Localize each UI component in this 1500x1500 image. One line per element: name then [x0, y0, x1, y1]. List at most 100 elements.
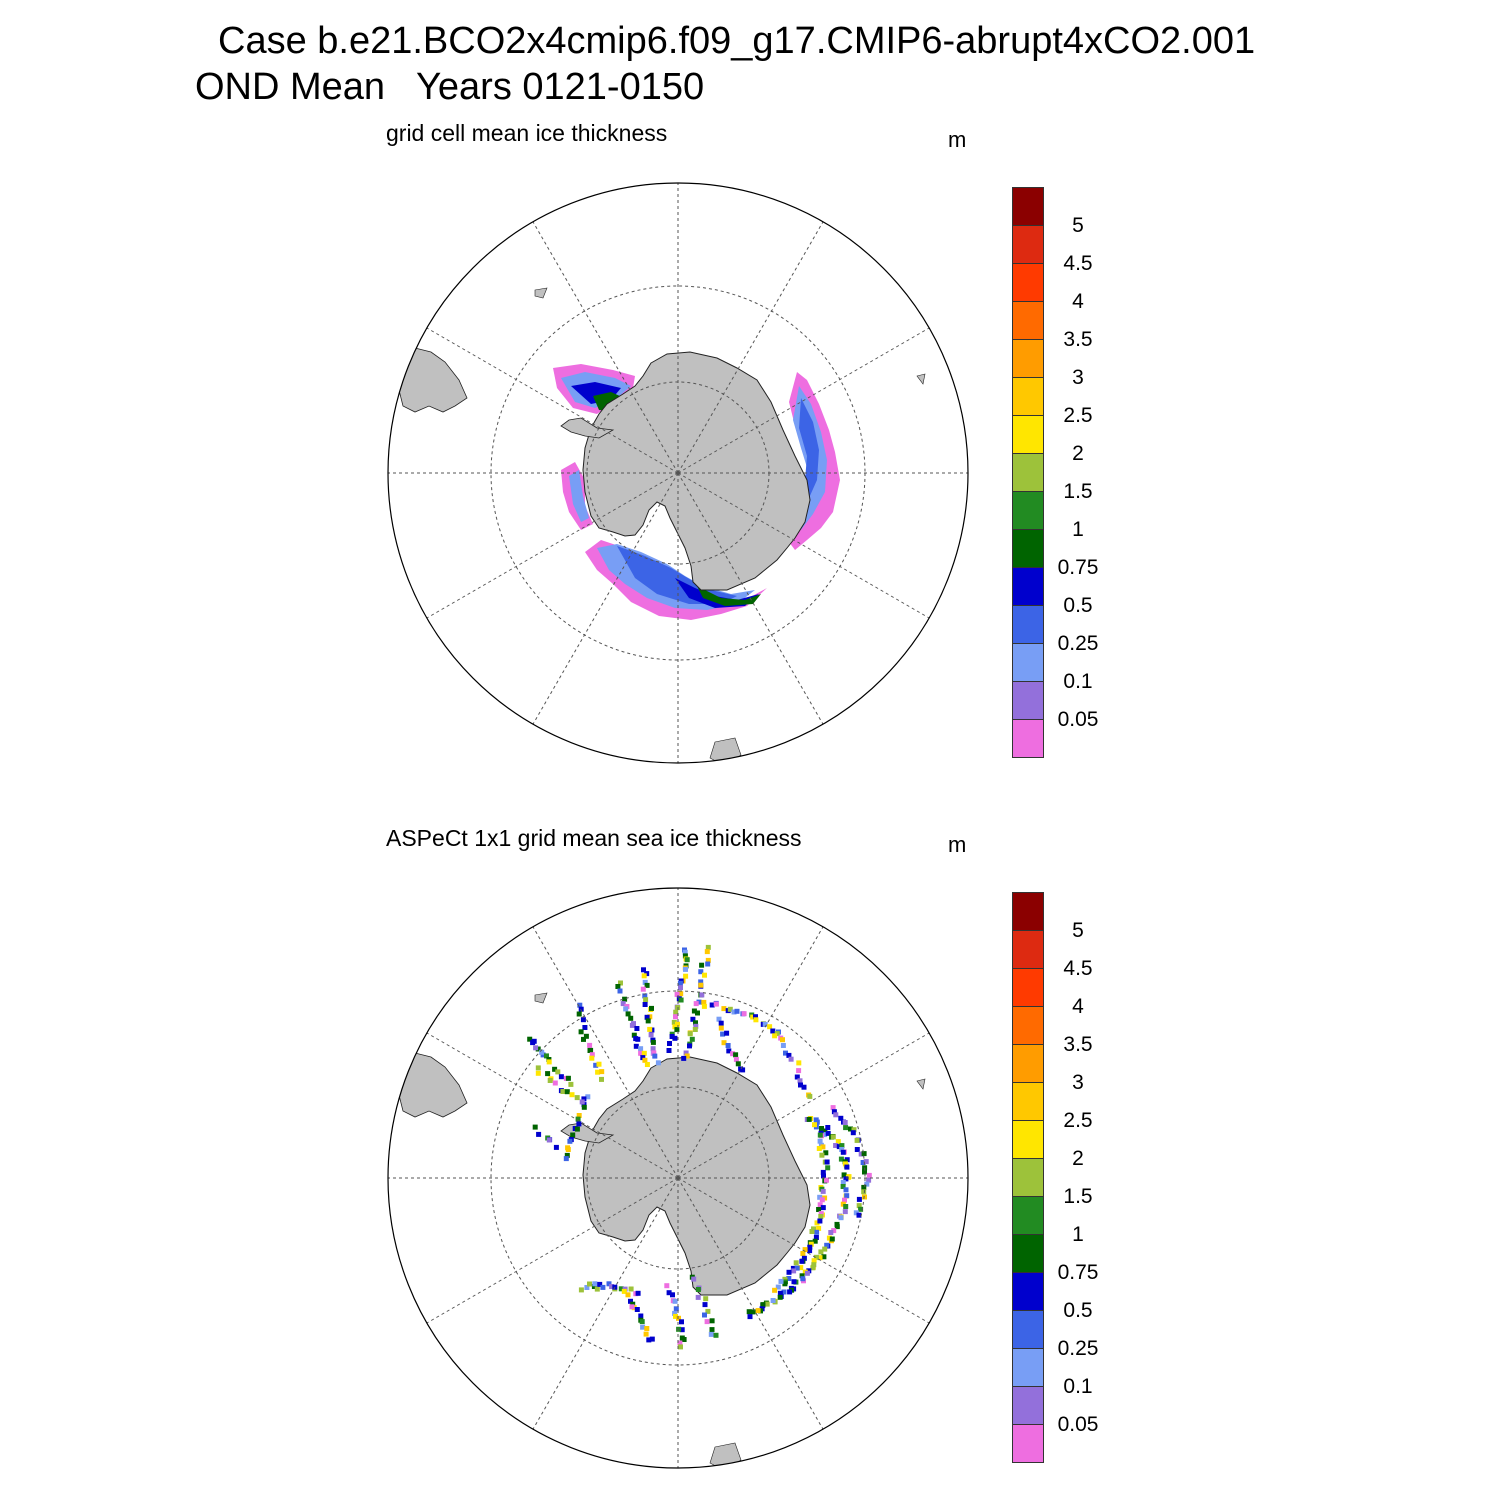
- observation-cell: [721, 1006, 727, 1012]
- observation-cell: [641, 1050, 647, 1056]
- observation-cell: [628, 1015, 634, 1021]
- observation-cell: [673, 1014, 678, 1020]
- observation-cell: [831, 1109, 837, 1115]
- observation-cell: [535, 1065, 541, 1071]
- observation-cell: [822, 1246, 828, 1252]
- meridian-line: [426, 1177, 679, 1324]
- observation-cell: [705, 961, 711, 967]
- colorbar-box: [1012, 1044, 1044, 1083]
- observation-cell: [709, 1327, 715, 1333]
- colorbar-label: 1: [1072, 1223, 1084, 1246]
- observation-cell: [544, 1053, 549, 1059]
- observation-cell: [633, 1043, 639, 1049]
- observation-cell: [821, 1254, 827, 1260]
- observation-cell: [698, 979, 704, 985]
- observation-cell: [672, 1310, 678, 1316]
- observation-cell: [638, 1313, 644, 1319]
- observation-cell: [841, 1172, 847, 1178]
- meridian-line: [426, 327, 679, 474]
- colorbar-label: 5: [1072, 919, 1084, 942]
- south-america-land: [398, 1052, 468, 1118]
- observation-cell: [569, 1092, 575, 1098]
- meridian-line: [677, 221, 824, 474]
- observation-cell: [640, 986, 646, 992]
- observation-cell: [683, 966, 688, 972]
- observation-cell: [672, 1035, 678, 1041]
- panel2-units: m: [948, 832, 967, 857]
- observation-cell: [753, 1014, 758, 1020]
- observation-cell: [783, 1050, 788, 1056]
- colorbar-label: 3: [1072, 1071, 1084, 1094]
- colorbar-label: 1.5: [1063, 1185, 1093, 1208]
- observation-cell: [817, 1218, 823, 1224]
- observation-cell: [683, 1050, 689, 1056]
- colorbar-box: [1012, 377, 1044, 416]
- colorbar-box: [1012, 263, 1044, 302]
- island-land: [709, 1442, 742, 1468]
- observation-cell: [587, 1042, 593, 1048]
- observation-cell: [791, 1268, 797, 1274]
- observation-cell: [840, 1184, 846, 1189]
- observation-cell: [640, 1055, 646, 1061]
- observation-cell: [625, 1292, 631, 1298]
- colorbar-box: [1012, 719, 1044, 758]
- observation-cell: [819, 1152, 825, 1158]
- observation-cell: [829, 1236, 835, 1242]
- observation-cell: [609, 1284, 615, 1289]
- observation-cell: [648, 1032, 654, 1038]
- meridian-line: [677, 1177, 824, 1430]
- observation-cell: [775, 1284, 781, 1290]
- observation-cell: [842, 1120, 848, 1125]
- observation-cell: [840, 1149, 846, 1155]
- observation-cell: [720, 1031, 726, 1037]
- observation-cell: [621, 1288, 627, 1294]
- colorbar-box: [1012, 453, 1044, 492]
- observation-cell: [733, 1052, 739, 1058]
- observation-cell: [540, 1052, 546, 1058]
- island-land: [534, 992, 548, 1004]
- colorbar-box: [1012, 339, 1044, 378]
- colorbar-label: 0.75: [1057, 556, 1099, 579]
- colorbar-box: [1012, 1272, 1044, 1311]
- observation-cell: [850, 1130, 856, 1136]
- observation-cell: [804, 1270, 810, 1276]
- observation-cell: [764, 1301, 770, 1307]
- observation-cell: [809, 1229, 815, 1234]
- observation-cell: [677, 1340, 683, 1346]
- observation-cell: [750, 1309, 756, 1315]
- observation-cell: [810, 1265, 816, 1271]
- colorbar-label: 5: [1072, 214, 1084, 237]
- panel1-colorbar: [1012, 187, 1046, 758]
- observation-cell: [814, 1119, 820, 1125]
- observation-cell: [786, 1269, 792, 1275]
- observation-cell: [734, 1008, 740, 1014]
- observation-cell: [666, 1048, 672, 1053]
- observation-cell: [642, 993, 648, 999]
- observation-cell: [799, 1273, 805, 1279]
- observation-cell: [696, 999, 702, 1005]
- observation-cell: [725, 1043, 731, 1048]
- colorbar-box: [1012, 892, 1044, 931]
- observation-cell: [709, 1002, 715, 1008]
- observation-cell: [780, 1037, 785, 1043]
- colorbar-box: [1012, 1006, 1044, 1045]
- observation-cell: [822, 1128, 828, 1134]
- observation-cell: [856, 1212, 862, 1218]
- observation-cell: [594, 1286, 600, 1292]
- island-land: [916, 373, 926, 385]
- meridian-line: [677, 472, 824, 725]
- observation-cell: [593, 1062, 599, 1068]
- observation-cell: [716, 1016, 722, 1022]
- observation-cell: [842, 1197, 847, 1203]
- observation-cell: [819, 1126, 824, 1131]
- observation-cell: [791, 1279, 797, 1285]
- observation-cell: [684, 1053, 690, 1059]
- observation-cell: [553, 1144, 559, 1150]
- colorbar-box: [1012, 681, 1044, 720]
- observation-cell: [691, 1008, 697, 1014]
- observation-cell: [705, 944, 711, 950]
- observation-cell: [746, 1309, 752, 1315]
- observation-cell: [690, 1016, 696, 1022]
- observation-cell: [535, 1046, 541, 1052]
- panel2-polar-map: [387, 887, 969, 1469]
